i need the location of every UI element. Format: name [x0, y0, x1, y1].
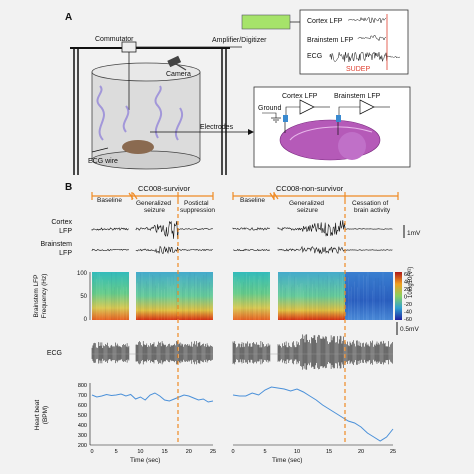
scale-1mv-label: 1mV: [407, 230, 421, 237]
spectrogram-y-axis: 100 50 0: [77, 271, 91, 323]
row-label-spectrogram: Brainstem LFPFrequency (Hz): [33, 274, 48, 319]
inset-traces-box: Cortex LFP Brainstem LFP ECG SUDEP: [299, 9, 409, 75]
brain-schematic: [253, 86, 411, 168]
x-tick-label: 20: [358, 449, 364, 455]
x-tick-label: 5: [115, 449, 118, 455]
colorbar-tick: -40: [404, 310, 412, 316]
colorbar-tick: 60: [404, 272, 410, 278]
phase-left-seizure: Generalized seizure: [136, 200, 171, 214]
ecg-trace-left: [91, 341, 213, 365]
phase-left-postictal: Postictal suppression: [180, 200, 215, 214]
hr-tick-label: 500: [78, 413, 87, 419]
left-recording-title: CC008-survivor: [138, 184, 191, 193]
ground-label: Ground: [258, 105, 281, 112]
colorbar-tick: 40: [404, 280, 410, 286]
inset-brainstem-label: Brainstem LFP: [307, 37, 354, 44]
spec-tick-0: 0: [84, 317, 88, 323]
hr-tick-label: 700: [78, 393, 87, 399]
inset-cortex-label: Cortex LFP: [307, 18, 343, 25]
scale-05mv-label: 0.5mV: [400, 326, 419, 333]
hr-tick-label: 600: [78, 403, 87, 409]
cylinder-chamber: [91, 62, 201, 170]
x-tick-label: 0: [231, 449, 234, 455]
colorbar-tick: -20: [404, 302, 412, 308]
colorbar-tick: 20: [404, 287, 410, 293]
x-tick-label: 0: [90, 449, 93, 455]
x-tick-label: 10: [137, 449, 143, 455]
hr-tick-label: 300: [78, 433, 87, 439]
electrodes-label: Electrodes: [200, 124, 234, 131]
heart-beat-axes: [89, 383, 393, 446]
inset-trace-ecg: [329, 51, 401, 63]
heart-beat-line-left: [91, 392, 214, 403]
heart-beat-y-ticks: 800 700 600 500 400 300 200: [78, 383, 87, 449]
camera-label: Camera: [166, 71, 191, 78]
brainstem-lfp-label: Brainstem LFP: [334, 93, 381, 100]
ecg-trace-right: [232, 334, 393, 370]
time-x-ticks: 0 5 10 15 20 25 0 5 10 15 20 25: [90, 449, 396, 455]
colorbar-tick: 0: [404, 295, 407, 301]
spectrogram-right: [233, 272, 393, 320]
cortex-lfp-trace-left: [91, 220, 213, 240]
phase-right-seizure: Generalized seizure: [289, 200, 324, 214]
ecg-wire-label: ECG wire: [88, 158, 118, 165]
cortex-lfp-trace-right: [232, 220, 393, 237]
inset-ecg-label: ECG: [307, 53, 322, 60]
row-label-brainstem: Brainstem LFP: [40, 241, 72, 257]
heart-beat-line-right: [232, 386, 394, 442]
row-label-heart-beat: Heart beat(BPM): [34, 400, 49, 431]
phase-right-cessation: Cessation of brain activity: [352, 200, 391, 214]
brainstem-lfp-trace-right: [232, 245, 393, 254]
right-recording-title: CC008-non-survivor: [276, 184, 344, 193]
x-tick-label: 25: [210, 449, 216, 455]
commutator-label: Commutator: [95, 36, 134, 43]
x-label-left: Time (sec): [130, 457, 160, 464]
amplifier-label: Amplifier/Digitizer: [212, 37, 267, 44]
axis-breaks: [128, 192, 279, 200]
phase-brackets: [91, 192, 399, 200]
row-label-cortex: Cortex LFP: [51, 219, 72, 235]
mouse-icon: [122, 140, 154, 154]
x-tick-label: 20: [186, 449, 192, 455]
phase-right-baseline: Baseline: [240, 197, 265, 204]
phase-left-baseline: Baseline: [97, 197, 122, 204]
hr-tick-label: 800: [78, 383, 87, 389]
x-tick-label: 15: [326, 449, 332, 455]
recording-rig: [70, 47, 230, 175]
colorbar: [395, 272, 402, 320]
panel-a-label: A: [65, 12, 72, 23]
inset-trace-cortex: [347, 16, 387, 24]
colorbar-tick: -60: [404, 317, 412, 323]
x-tick-label: 25: [390, 449, 396, 455]
x-tick-label: 5: [263, 449, 266, 455]
sudep-label: SUDEP: [346, 66, 370, 73]
mouse-wisps: [96, 85, 183, 141]
spec-tick-50: 50: [80, 294, 87, 300]
panel-b-label: B: [65, 182, 72, 193]
x-tick-label: 10: [294, 449, 300, 455]
x-label-right: Time (sec): [272, 457, 302, 464]
x-tick-label: 15: [162, 449, 168, 455]
cortex-lfp-label: Cortex LFP: [282, 93, 318, 100]
commutator: [121, 41, 242, 110]
row-label-ecg: ECG: [47, 350, 62, 357]
colorbar-label: 10log10(V²): [408, 267, 414, 298]
spectrogram-left: [92, 272, 213, 320]
amplifier-box: [241, 14, 291, 30]
hr-tick-label: 200: [78, 443, 87, 449]
hr-tick-label: 400: [78, 423, 87, 429]
brainstem-lfp-trace-left: [91, 245, 213, 254]
camera-icon: [167, 55, 187, 71]
inset-trace-brainstem: [357, 35, 387, 42]
spec-tick-100: 100: [77, 271, 88, 277]
